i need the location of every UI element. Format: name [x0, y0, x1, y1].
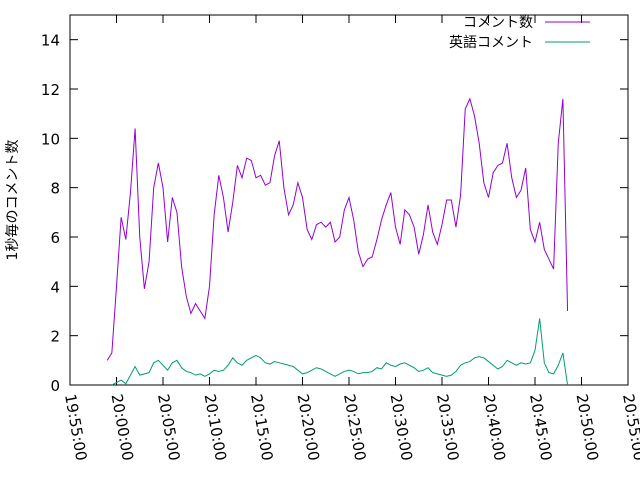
y-axis-label: 1秒毎のコメント数: [5, 140, 21, 261]
x-tick-label: 20:00:00: [108, 393, 137, 462]
y-tick-label: 4: [50, 278, 60, 296]
x-tick-label: 20:50:00: [573, 393, 602, 462]
x-tick-label: 20:25:00: [340, 393, 369, 462]
y-tick-label: 0: [50, 377, 60, 395]
x-tick-label: 20:10:00: [201, 393, 230, 462]
y-tick-label: 8: [50, 180, 60, 198]
plot-frame: [69, 14, 629, 386]
x-axis: 19:55:00 20:00:00 20:05:00 20:10:00 20:15:00…: [61, 15, 640, 462]
x-tick-label: 20:55:00: [619, 393, 640, 462]
x-tick-label: 20:40:00: [480, 393, 509, 462]
y-axis: 0 2 4 6 8 10 12 14: [41, 32, 628, 395]
y-tick-label: 12: [41, 81, 60, 99]
legend-label: コメント数: [463, 15, 533, 31]
y-tick-label: 10: [41, 130, 60, 148]
legend-label: 英語コメント: [449, 34, 533, 51]
x-tick-label: 20:45:00: [526, 393, 555, 462]
x-tick-label: 20:30:00: [387, 393, 416, 462]
y-tick-label: 14: [41, 32, 60, 50]
y-tick-label: 2: [50, 328, 60, 346]
series-group: [106, 97, 569, 386]
y-tick-label: 6: [50, 229, 60, 247]
x-tick-label: 20:35:00: [433, 393, 462, 462]
x-tick-label: 20:20:00: [294, 393, 323, 462]
x-tick-label: 20:15:00: [247, 393, 276, 462]
series-line-1: [106, 97, 569, 361]
x-tick-label: 19:55:00: [61, 393, 90, 462]
x-tick-label: 20:05:00: [154, 393, 183, 462]
series-line-2: [111, 318, 569, 386]
